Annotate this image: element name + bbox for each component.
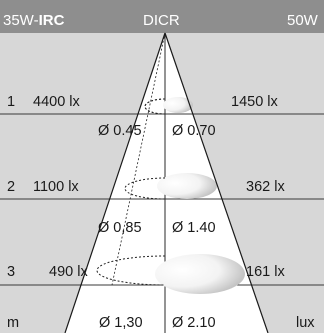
row-1-dia-irc: Ø 0.45 bbox=[98, 123, 142, 139]
row-3-index: 3 bbox=[7, 264, 16, 280]
row-1-lux-ref: 1450 lx bbox=[231, 94, 278, 110]
row-2-lux-irc: 1100 lx bbox=[33, 179, 79, 195]
light-spot-1 bbox=[163, 97, 193, 113]
irc-cone-edge bbox=[111, 32, 166, 286]
compare-label: 50W bbox=[287, 12, 318, 29]
row-1-dia-ref: Ø 0.70 bbox=[172, 123, 216, 139]
row-3-dia-ref: Ø 2.10 bbox=[172, 315, 216, 331]
lamp-prefix: 35W- bbox=[3, 12, 39, 29]
row-1-lux-irc: 4400 lx bbox=[33, 94, 80, 110]
distance-unit: m bbox=[7, 315, 20, 331]
row-1-index: 1 bbox=[7, 94, 16, 110]
light-spot-3 bbox=[155, 254, 245, 294]
lamp-bold: IRC bbox=[38, 12, 65, 29]
row-2-index: 2 bbox=[7, 179, 16, 195]
beam-edge-left bbox=[64, 32, 166, 333]
reflector-label: DICR bbox=[143, 12, 180, 29]
beam-edge-right bbox=[164, 32, 269, 333]
irc-spot-outline-3 bbox=[96, 255, 166, 286]
header-band bbox=[0, 0, 324, 33]
light-spot-2 bbox=[157, 173, 217, 199]
row-2-dia-irc: Ø 0,85 bbox=[98, 220, 142, 236]
illuminance-unit: lux bbox=[296, 315, 315, 331]
lamp-label: 35W-IRC bbox=[3, 13, 64, 28]
row-3-dia-irc: Ø 1,30 bbox=[99, 315, 143, 331]
irc-spot-outline-1b bbox=[144, 98, 166, 115]
row-2-lux-ref: 362 lx bbox=[246, 179, 285, 195]
row-3-lux-irc: 490 lx bbox=[49, 264, 88, 280]
row-2-dia-ref: Ø 1.40 bbox=[172, 220, 216, 236]
row-3-lux-ref: 161 lx bbox=[246, 264, 285, 280]
